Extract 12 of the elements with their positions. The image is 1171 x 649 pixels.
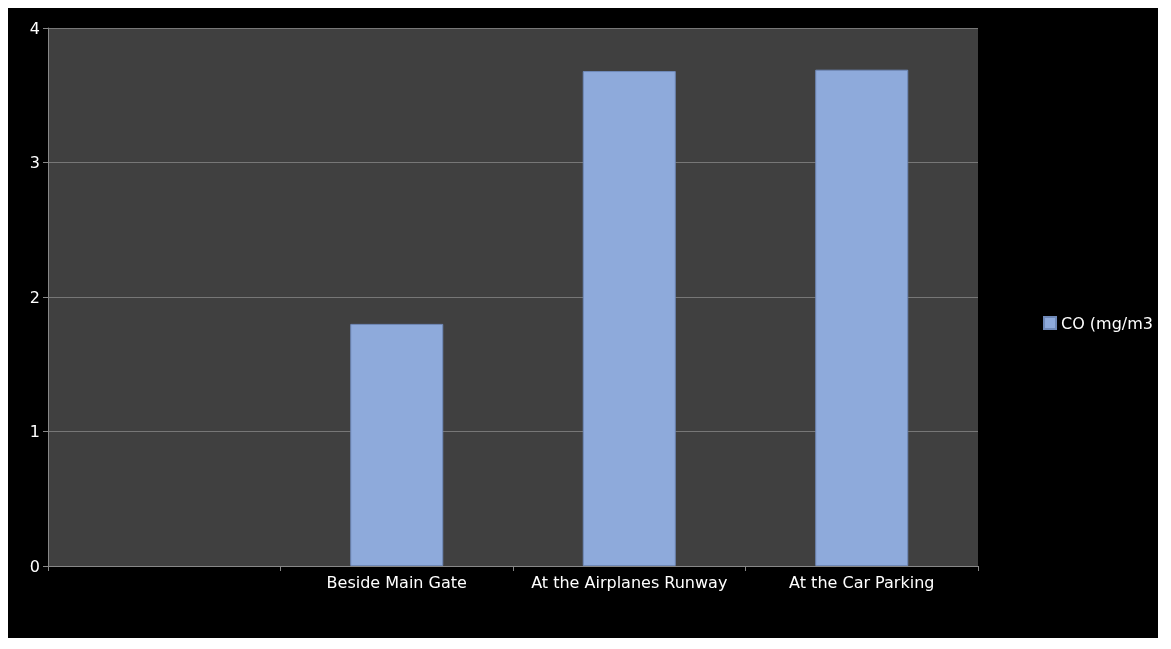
bar [350,323,444,566]
y-tick-label: 2 [29,287,40,307]
y-tick-label: 0 [29,556,40,576]
x-tick-label: At the Airplanes Runway [531,572,728,592]
bar [582,71,676,566]
bar [815,69,909,566]
x-tick-label: Beside Main Gate [326,572,467,592]
legend-label: CO (mg/m3 [1061,313,1154,333]
y-tick-label: 4 [29,18,40,38]
y-tick-label: 1 [29,422,40,441]
x-tick-label: At the Car Parking [789,572,935,592]
y-tick-label: 3 [29,153,40,172]
